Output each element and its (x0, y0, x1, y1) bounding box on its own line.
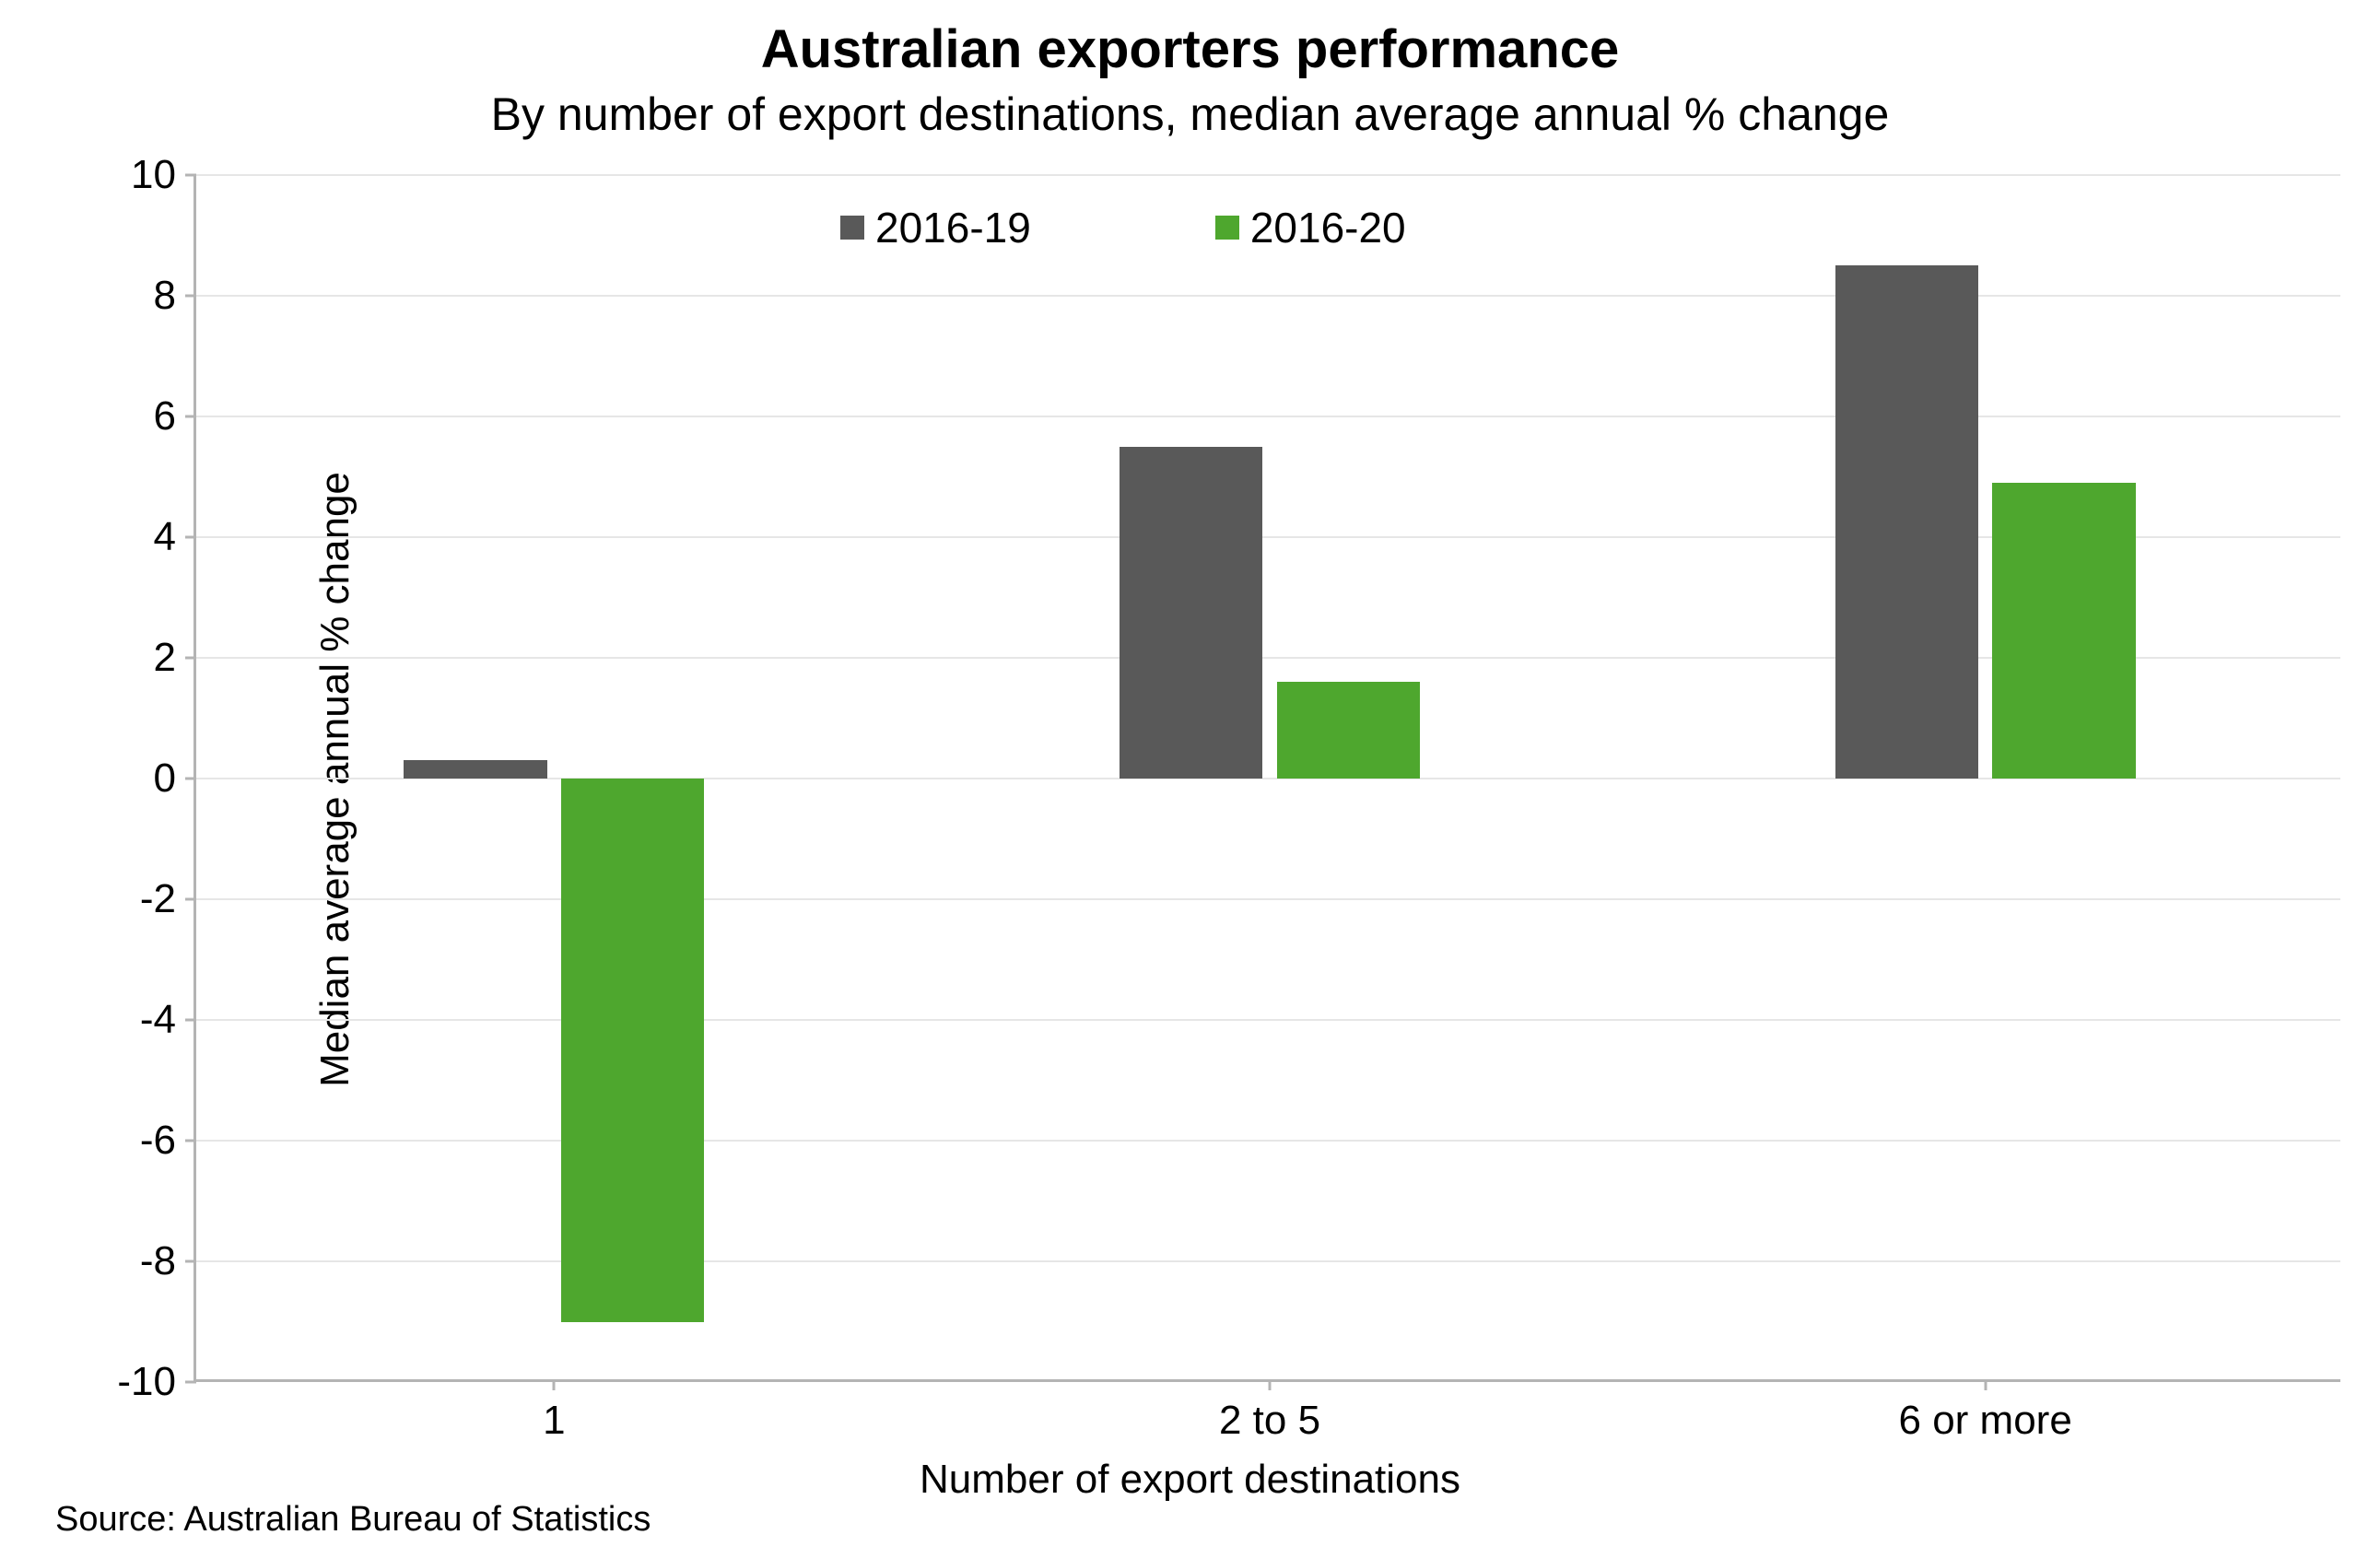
plot-area: -10-8-6-4-2024681012 to 56 or more2016-1… (193, 175, 2340, 1382)
legend-swatch (1215, 216, 1239, 240)
y-tick-label: -8 (140, 1238, 196, 1284)
legend-item: 2016-19 (840, 203, 1031, 252)
y-tick-label: 10 (131, 152, 196, 198)
grid-line (196, 295, 2340, 297)
x-tick-label: 2 to 5 (1219, 1379, 1320, 1444)
grid-line (196, 1019, 2340, 1021)
bar (1992, 483, 2135, 779)
bar (404, 760, 546, 779)
legend-item: 2016-20 (1215, 203, 1406, 252)
grid-line (196, 1140, 2340, 1142)
x-tick-label: 1 (543, 1379, 565, 1444)
legend-swatch (840, 216, 864, 240)
bar (1120, 447, 1262, 779)
y-tick-label: -4 (140, 997, 196, 1043)
chart-title: Australian exporters performance (0, 18, 2380, 80)
bar (1277, 682, 1420, 779)
chart-subtitle: By number of export destinations, median… (0, 88, 2380, 141)
y-tick-label: -6 (140, 1118, 196, 1164)
legend-label: 2016-19 (875, 203, 1031, 252)
source-text: Source: Australian Bureau of Statistics (55, 1500, 651, 1540)
x-tick-label: 6 or more (1899, 1379, 2072, 1444)
x-axis-label: Number of export destinations (0, 1457, 2380, 1503)
y-tick-label: -10 (117, 1359, 196, 1405)
y-tick-label: -2 (140, 876, 196, 922)
y-tick-label: 6 (154, 393, 196, 439)
y-tick-label: 0 (154, 756, 196, 802)
bar-chart: Australian exporters performance By numb… (0, 0, 2380, 1558)
y-tick-label: 2 (154, 635, 196, 681)
grid-line (196, 416, 2340, 417)
y-tick-label: 4 (154, 514, 196, 560)
bar (561, 779, 704, 1322)
grid-line (196, 174, 2340, 176)
grid-line (196, 1260, 2340, 1262)
legend: 2016-19 2016-20 (840, 203, 1406, 252)
bar (1835, 265, 1978, 779)
y-tick-label: 8 (154, 273, 196, 319)
legend-label: 2016-20 (1250, 203, 1406, 252)
grid-line (196, 898, 2340, 900)
